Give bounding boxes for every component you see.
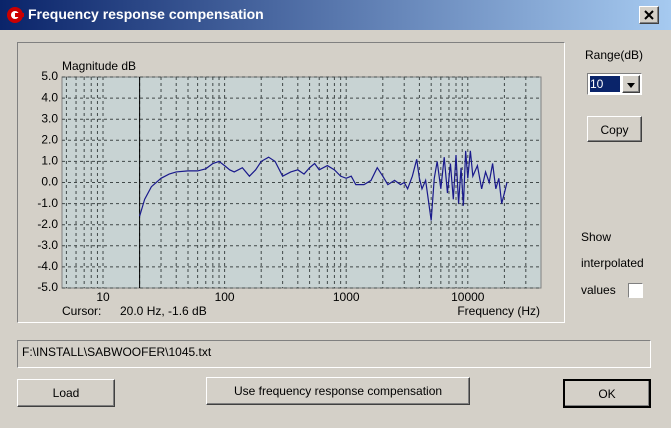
cursor-label: Cursor: [62,304,101,318]
arrow-icon [627,83,635,88]
x-tick-label: 100 [215,290,235,304]
window-title: Frequency response compensation [28,6,264,22]
x-tick-label: 10000 [451,290,485,304]
file-path: F:\INSTALL\SABWOOFER\1045.txt [22,345,212,359]
checkbox[interactable] [628,283,643,298]
y-tick-label: 4.0 [41,90,58,104]
close-icon [644,10,654,20]
y-tick-label: -1.0 [37,196,58,210]
x-axis-label: Frequency (Hz) [457,304,540,318]
title-bar [0,0,671,30]
range-combo[interactable]: 10 [587,73,642,95]
app-icon [7,7,24,23]
y-tick-label: -5.0 [37,280,58,294]
y-tick-label: 5.0 [41,69,58,83]
y-tick-label: -4.0 [37,259,58,273]
show-label: interpolated [581,256,644,270]
range-label: Range(dB) [585,48,644,62]
x-tick-label: 1000 [333,290,360,304]
file-path-box: F:\INSTALL\SABWOOFER\1045.txt [17,340,651,368]
range-value: 10 [590,76,620,92]
chart: Magnitude dB Frequency (Hz) Cursor: 20.0… [37,59,542,318]
show-label: Show [581,230,612,244]
plot-area [61,76,542,289]
response-line [139,150,508,221]
y-tick-label: 3.0 [41,111,58,125]
y-tick-label: -3.0 [37,238,58,252]
y-tick-label: 1.0 [41,154,58,168]
combo-arrow[interactable] [622,75,640,93]
y-tick-label: 2.0 [41,132,58,146]
y-tick-label: -2.0 [37,217,58,231]
load-button[interactable]: Load [17,379,115,407]
x-tick-label: 10 [96,290,110,304]
ok-button[interactable]: OK [563,379,651,408]
show-label: values [581,283,616,297]
use-compensation-button[interactable]: Use frequency response compensation [206,377,470,405]
y-tick-label: 0.0 [41,175,58,189]
close-button[interactable] [639,6,659,24]
cursor-readout: 20.0 Hz, -1.6 dB [120,304,207,318]
copy-button[interactable]: Copy [587,116,642,142]
y-axis-label: Magnitude dB [62,59,136,73]
